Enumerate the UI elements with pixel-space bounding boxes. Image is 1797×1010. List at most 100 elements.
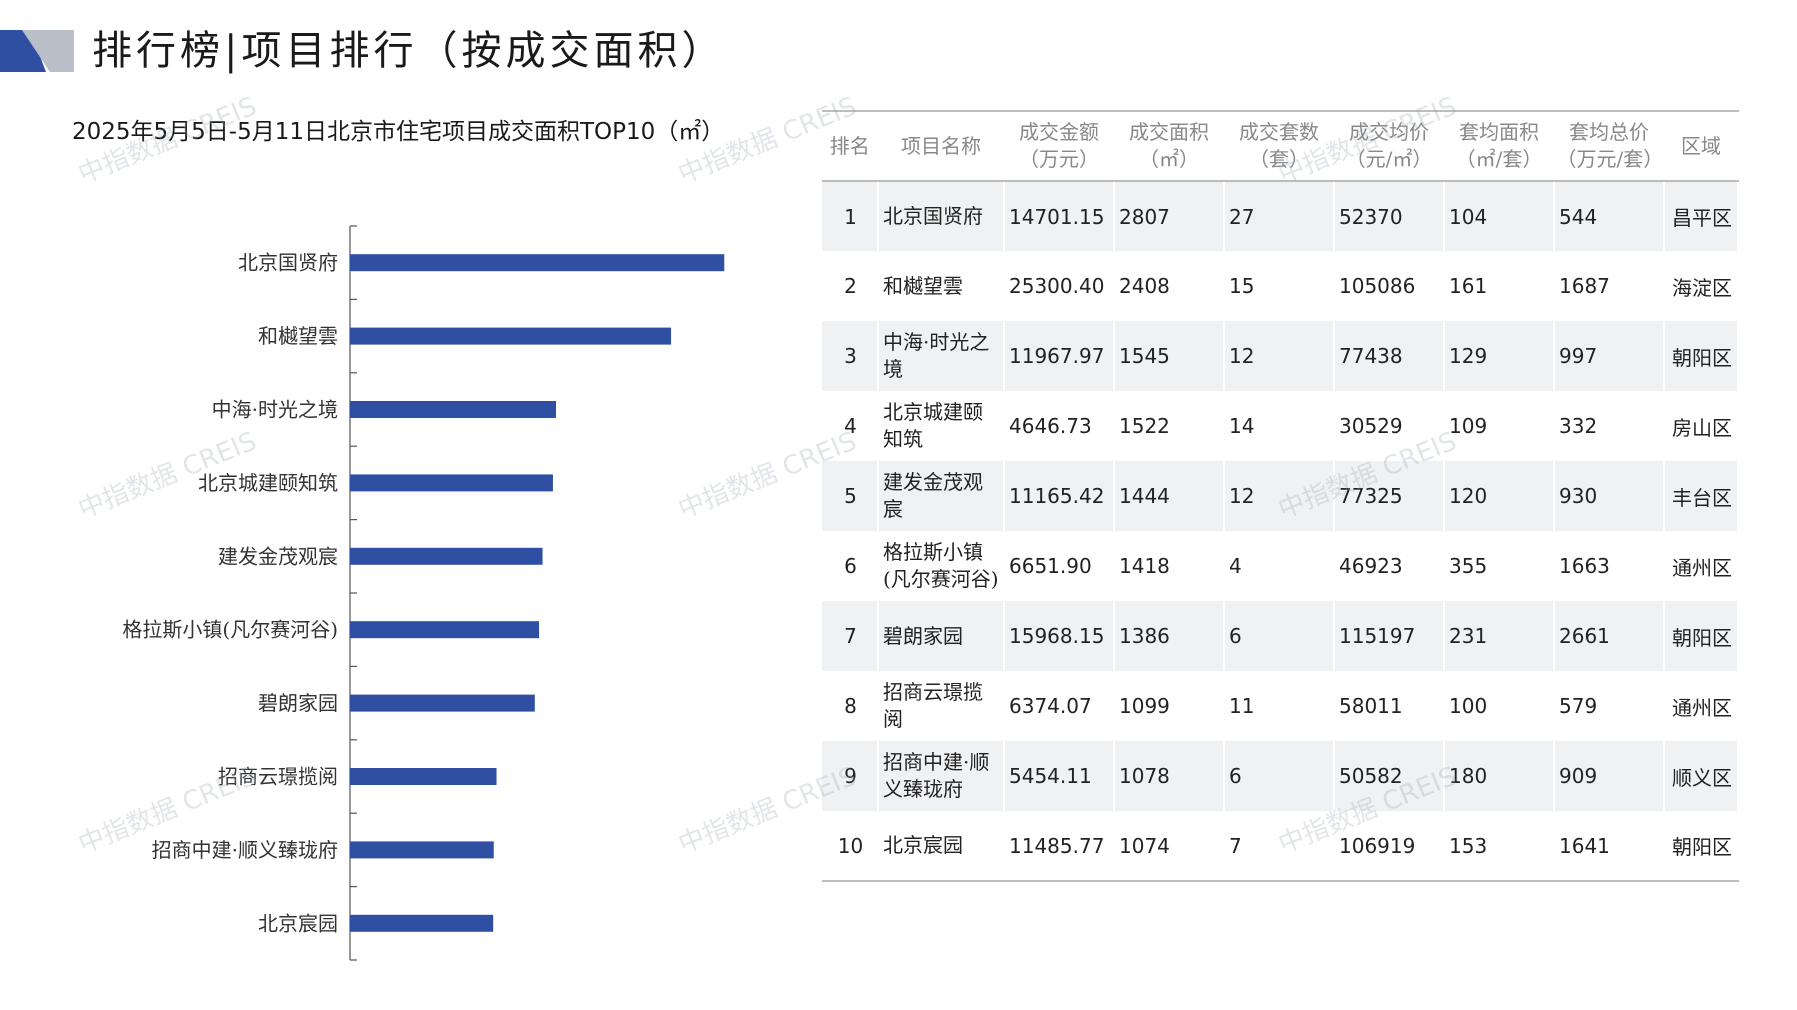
- bar: [350, 401, 556, 418]
- cell-area: 1418: [1114, 531, 1225, 601]
- cell-avg-price: 115197: [1334, 601, 1445, 671]
- cell-area: 1099: [1114, 671, 1225, 741]
- table-row: 6 格拉斯小镇(凡尔赛河谷) 6651.90 1418 4 46923 355 1663 通州区: [822, 531, 1739, 601]
- table-header-row: 排名 项目名称 成交金额 （万元） 成交面积 （㎡） 成交套数 （套） 成交均价 （元/㎡） 套均面…: [822, 110, 1739, 182]
- column-header-unit: （㎡）: [1139, 147, 1199, 171]
- cell-avg-price: 50582: [1334, 741, 1445, 811]
- column-header-unit: （套）: [1249, 147, 1309, 171]
- cell-rank: 10: [822, 811, 879, 882]
- cell-rank: 5: [822, 461, 879, 531]
- cell-project-name: 招商中建·顺义臻珑府: [878, 741, 1005, 811]
- table-row: 1 北京国贤府 14701.15 2807 27 52370 104 544 昌平区: [822, 181, 1739, 251]
- cell-amount: 11165.42: [1004, 461, 1115, 531]
- cell-area: 1074: [1114, 811, 1225, 882]
- bar: [350, 841, 494, 859]
- cell-units: 6: [1224, 741, 1335, 811]
- tick-label: 建发金茂观宸: [218, 544, 338, 568]
- column-header-label: 排名: [829, 133, 870, 158]
- cell-project-name: 北京城建颐知筑: [878, 391, 1005, 461]
- tick-label: 中海·时光之境: [212, 398, 338, 422]
- tick-label: 和樾望雲: [258, 324, 338, 348]
- tick-label: 碧朗家园: [258, 691, 338, 715]
- ranking-table: 排名 项目名称 成交金额 （万元） 成交面积 （㎡） 成交套数 （套） 成交均价 （元/㎡） 套均面…: [822, 110, 1739, 882]
- cell-units: 27: [1224, 181, 1335, 251]
- cell-rank: 7: [822, 601, 879, 671]
- cell-units: 7: [1224, 811, 1335, 882]
- table-row: 7 碧朗家园 15968.15 1386 6 115197 231 2661 朝阳区: [822, 601, 1739, 671]
- bar: [350, 327, 672, 345]
- cell-area: 1078: [1114, 741, 1225, 811]
- cell-amount: 6651.90: [1004, 531, 1115, 601]
- tick-label: 招商云璟揽阅: [218, 765, 338, 789]
- cell-amount: 11485.77: [1004, 811, 1115, 882]
- column-header-label: 成交均价: [1349, 120, 1429, 144]
- column-header: 成交均价 （元/㎡）: [1334, 110, 1445, 182]
- bar: [350, 254, 725, 272]
- column-header: 成交金额 （万元）: [1004, 110, 1115, 182]
- cell-project-name: 碧朗家园: [878, 601, 1005, 671]
- table-body: 1 北京国贤府 14701.15 2807 27 52370 104 544 昌平区 2 和樾望雲 2…: [822, 181, 1739, 882]
- cell-area: 2408: [1114, 251, 1225, 321]
- column-header: 区域: [1664, 110, 1739, 182]
- cell-units: 11: [1224, 671, 1335, 741]
- cell-rank: 1: [822, 181, 879, 251]
- cell-amount: 15968.15: [1004, 601, 1115, 671]
- cell-avg-price: 58011: [1334, 671, 1445, 741]
- cell-rank: 3: [822, 321, 879, 391]
- cell-avg-price: 46923: [1334, 531, 1445, 601]
- cell-avg-area: 231: [1444, 601, 1555, 671]
- brand-logo: [0, 30, 74, 72]
- cell-district: 海淀区: [1664, 251, 1739, 321]
- cell-project-name: 招商云璟揽阅: [878, 671, 1005, 741]
- bar: [350, 694, 535, 712]
- cell-area: 2807: [1114, 181, 1225, 251]
- cell-rank: 8: [822, 671, 879, 741]
- table-row: 2 和樾望雲 25300.40 2408 15 105086 161 1687 海淀区: [822, 251, 1739, 321]
- column-header: 成交面积 （㎡）: [1114, 110, 1225, 182]
- table-row: 4 北京城建颐知筑 4646.73 1522 14 30529 109 332 房山区: [822, 391, 1739, 461]
- cell-district: 朝阳区: [1664, 601, 1739, 671]
- cell-avg-area: 120: [1444, 461, 1555, 531]
- cell-district: 房山区: [1664, 391, 1739, 461]
- cell-avg-total: 930: [1554, 461, 1665, 531]
- cell-avg-price: 106919: [1334, 811, 1445, 882]
- bar: [350, 621, 540, 639]
- cell-amount: 4646.73: [1004, 391, 1115, 461]
- cell-units: 12: [1224, 321, 1335, 391]
- cell-district: 通州区: [1664, 531, 1739, 601]
- column-header: 套均面积 （㎡/套）: [1444, 110, 1555, 182]
- cell-avg-total: 909: [1554, 741, 1665, 811]
- table-row: 8 招商云璟揽阅 6374.07 1099 11 58011 100 579 通州区: [822, 671, 1739, 741]
- cell-project-name: 北京国贤府: [878, 181, 1005, 251]
- cell-avg-price: 30529: [1334, 391, 1445, 461]
- bar: [350, 914, 494, 932]
- cell-avg-area: 180: [1444, 741, 1555, 811]
- cell-avg-area: 129: [1444, 321, 1555, 391]
- tick-label: 北京城建颐知筑: [198, 471, 338, 495]
- column-header-unit: （万元/套）: [1556, 147, 1664, 171]
- cell-avg-price: 77438: [1334, 321, 1445, 391]
- cell-project-name: 格拉斯小镇(凡尔赛河谷): [878, 531, 1005, 601]
- cell-units: 4: [1224, 531, 1335, 601]
- cell-avg-price: 52370: [1334, 181, 1445, 251]
- table-row: 3 中海·时光之境 11967.97 1545 12 77438 129 997 朝阳区: [822, 321, 1739, 391]
- column-header-label: 套均总价: [1569, 120, 1649, 144]
- bar: [350, 474, 553, 492]
- cell-district: 朝阳区: [1664, 321, 1739, 391]
- cell-avg-total: 2661: [1554, 601, 1665, 671]
- column-header-unit: （㎡/套）: [1455, 147, 1543, 171]
- table-row: 10 北京宸园 11485.77 1074 7 106919 153 1641 朝阳区: [822, 811, 1739, 882]
- column-header: 套均总价 （万元/套）: [1554, 110, 1665, 182]
- cell-area: 1444: [1114, 461, 1225, 531]
- cell-avg-area: 153: [1444, 811, 1555, 882]
- cell-district: 顺义区: [1664, 741, 1739, 811]
- cell-avg-price: 77325: [1334, 461, 1445, 531]
- cell-district: 通州区: [1664, 671, 1739, 741]
- column-header-unit: （元/㎡）: [1345, 147, 1433, 171]
- cell-units: 12: [1224, 461, 1335, 531]
- cell-rank: 4: [822, 391, 879, 461]
- cell-rank: 2: [822, 251, 879, 321]
- cell-avg-area: 355: [1444, 531, 1555, 601]
- cell-project-name: 和樾望雲: [878, 251, 1005, 321]
- cell-project-name: 北京宸园: [878, 811, 1005, 882]
